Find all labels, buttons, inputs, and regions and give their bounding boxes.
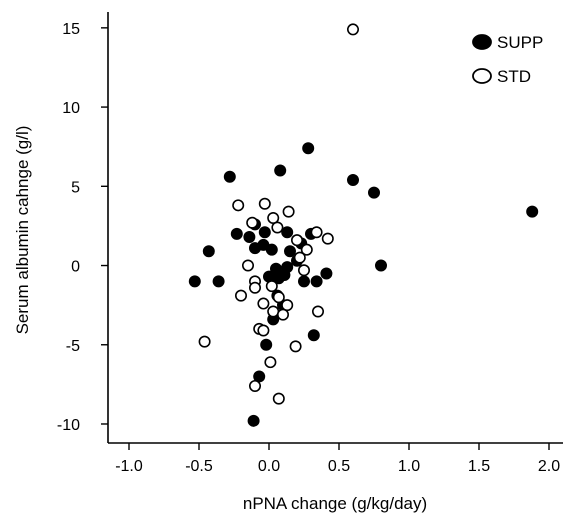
supp-point <box>258 226 271 239</box>
std-point <box>271 221 284 234</box>
std-point <box>249 379 262 392</box>
plot-area <box>107 12 563 444</box>
y-tick-label: 15 <box>62 21 80 38</box>
y-axis-label: Serum albumin cahnge (g/l) <box>13 126 32 335</box>
supp-point <box>202 245 215 258</box>
y-tick-label: -10 <box>57 417 80 434</box>
std-point <box>267 211 280 224</box>
std-point <box>300 243 313 256</box>
legend: SUPP STD <box>472 33 543 86</box>
supp-point <box>253 370 266 383</box>
x-axis: -1.0 -0.5 0.0 0.5 1.0 1.5 2.0 <box>115 443 560 475</box>
supp-point <box>374 259 387 272</box>
supp-point <box>230 227 243 240</box>
legend-entry-label: SUPP <box>497 33 543 52</box>
x-tick-label: 0.5 <box>328 458 350 475</box>
supp-point <box>223 170 236 183</box>
std-point <box>198 335 211 348</box>
y-axis: 15 10 5 0 -5 -10 <box>57 21 108 434</box>
x-tick-label: 1.0 <box>398 458 420 475</box>
y-tick-label: -5 <box>66 338 80 355</box>
data-points <box>188 23 539 427</box>
std-point <box>246 216 259 229</box>
std-point <box>276 308 289 321</box>
std-point <box>272 392 285 405</box>
legend-supp-marker <box>472 34 492 50</box>
std-point <box>281 299 294 312</box>
legend-entry-label: STD <box>497 67 531 86</box>
supp-point <box>346 173 359 186</box>
std-point <box>297 264 310 277</box>
std-point <box>249 281 262 294</box>
std-point <box>257 297 270 310</box>
std-point <box>264 356 277 369</box>
std-point <box>232 199 245 212</box>
std-point <box>282 205 295 218</box>
x-tick-label: 1.5 <box>468 458 490 475</box>
supp-point <box>265 243 278 256</box>
std-point <box>258 197 271 210</box>
std-point <box>346 23 359 36</box>
y-tick-label: 5 <box>71 179 80 196</box>
supp-point <box>188 275 201 288</box>
supp-point <box>247 414 260 427</box>
supp-point <box>260 338 273 351</box>
std-point <box>310 226 323 239</box>
std-point <box>289 340 302 353</box>
x-tick-label: 0.0 <box>258 458 280 475</box>
std-point <box>311 305 324 318</box>
supp-point <box>367 186 380 199</box>
std-point <box>265 280 278 293</box>
x-tick-label: -0.5 <box>185 458 213 475</box>
supp-point <box>307 329 320 342</box>
std-point <box>321 232 334 245</box>
x-tick-label: 2.0 <box>538 458 560 475</box>
std-point <box>290 234 303 247</box>
std-point <box>267 305 280 318</box>
supp-point <box>274 164 287 177</box>
supp-point <box>281 226 294 239</box>
legend-std-marker <box>472 68 492 84</box>
std-point <box>293 251 306 264</box>
x-axis-label: nPNA change (g/kg/day) <box>243 494 427 513</box>
supp-point <box>320 267 333 280</box>
y-tick-label: 10 <box>62 100 80 117</box>
std-point <box>242 259 255 272</box>
supp-point <box>302 142 315 155</box>
supp-point <box>283 245 296 258</box>
supp-point <box>212 275 225 288</box>
x-tick-label: -1.0 <box>115 458 143 475</box>
supp-point <box>310 275 323 288</box>
supp-point <box>526 205 539 218</box>
std-point <box>235 289 248 302</box>
supp-point <box>297 275 310 288</box>
supp-point <box>243 231 256 244</box>
y-tick-label: 0 <box>71 259 80 276</box>
supp-point <box>272 272 285 285</box>
std-point <box>272 291 285 304</box>
std-point <box>257 324 270 337</box>
